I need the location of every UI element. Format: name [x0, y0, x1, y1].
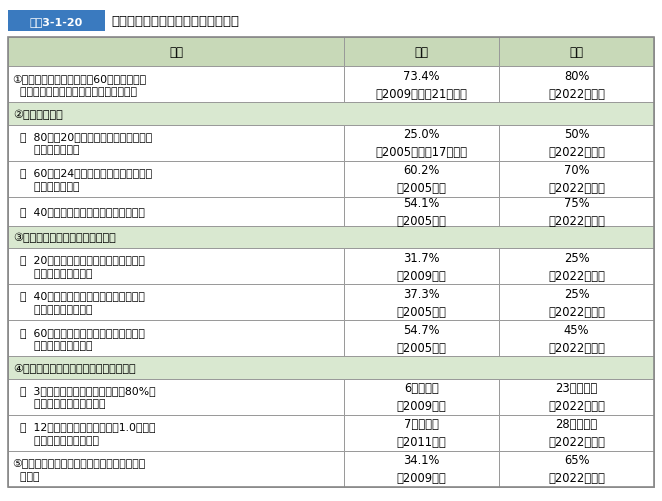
- Text: 目標: 目標: [569, 46, 583, 59]
- Text: イ  40歳代における進行した歯周炎を有
      する者の割合の減少: イ 40歳代における進行した歯周炎を有 する者の割合の減少: [13, 291, 144, 315]
- Bar: [499, 197, 654, 226]
- Bar: [8, 38, 654, 487]
- Text: 7都道府県
（2011年）: 7都道府県 （2011年）: [397, 417, 446, 448]
- Bar: [499, 285, 654, 321]
- Bar: [344, 451, 499, 487]
- Bar: [344, 248, 499, 285]
- Bar: [8, 197, 344, 226]
- Bar: [8, 285, 344, 321]
- Text: 31.7%
（2009年）: 31.7% （2009年）: [397, 251, 446, 282]
- Text: 歯・口腔の健康の改善に関する目標: 歯・口腔の健康の改善に関する目標: [111, 15, 239, 28]
- Text: 50%
（2022年度）: 50% （2022年度）: [548, 128, 605, 159]
- Bar: [8, 248, 344, 285]
- Bar: [499, 161, 654, 197]
- Text: ①口腔機能の維持・向上（60歳代における
  咀嚼（そしゃく）良好者の割合の増加）: ①口腔機能の維持・向上（60歳代における 咀嚼（そしゃく）良好者の割合の増加）: [13, 73, 147, 97]
- Bar: [8, 226, 654, 248]
- Text: 70%
（2022年度）: 70% （2022年度）: [548, 164, 605, 195]
- Bar: [8, 357, 654, 379]
- Bar: [8, 161, 344, 197]
- Text: 項目: 項目: [169, 46, 183, 59]
- Text: ウ  40歳で喪失歯のない者の割合の増加: ウ 40歳で喪失歯のない者の割合の増加: [13, 207, 144, 217]
- Bar: [8, 38, 344, 67]
- Text: 23都道府県
（2022年度）: 23都道府県 （2022年度）: [548, 381, 605, 412]
- Bar: [344, 67, 499, 103]
- Text: 54.7%
（2005年）: 54.7% （2005年）: [397, 323, 446, 354]
- Text: 34.1%
（2009年）: 34.1% （2009年）: [397, 453, 446, 484]
- Bar: [344, 285, 499, 321]
- Text: ③歯周病を有する者の割合の減少: ③歯周病を有する者の割合の減少: [13, 232, 116, 242]
- Text: 25%
（2022年度）: 25% （2022年度）: [548, 251, 605, 282]
- Text: 65%
（2022年度）: 65% （2022年度）: [548, 453, 605, 484]
- Bar: [344, 321, 499, 357]
- Bar: [8, 321, 344, 357]
- Text: 80%
（2022年度）: 80% （2022年度）: [548, 70, 605, 101]
- Text: 73.4%
（2009（平成21）年）: 73.4% （2009（平成21）年）: [375, 70, 467, 101]
- Text: 28都道府県
（2022年度）: 28都道府県 （2022年度）: [548, 417, 605, 448]
- Bar: [499, 321, 654, 357]
- Text: 37.3%
（2005年）: 37.3% （2005年）: [397, 287, 446, 318]
- Bar: [8, 379, 344, 415]
- Bar: [499, 379, 654, 415]
- Bar: [344, 197, 499, 226]
- Bar: [499, 125, 654, 161]
- Bar: [499, 67, 654, 103]
- Text: 図表3-1-20: 図表3-1-20: [30, 17, 83, 27]
- Text: 25.0%
（2005（平成17）年）: 25.0% （2005（平成17）年）: [375, 128, 467, 159]
- Text: ア  3歳児でう蝕がない者の割合が80%以
      上である都道府県の増加: ア 3歳児でう蝕がない者の割合が80%以 上である都道府県の増加: [13, 385, 155, 409]
- Text: 75%
（2022年度）: 75% （2022年度）: [548, 196, 605, 227]
- Text: イ  60歳で24歯以上の自分の歯を有する
      者の割合の増加: イ 60歳で24歯以上の自分の歯を有する 者の割合の増加: [13, 167, 152, 191]
- Text: イ  12歳児の一人平均う歯数が1.0歯未満
      である都道府県の増加: イ 12歳児の一人平均う歯数が1.0歯未満 である都道府県の増加: [13, 421, 155, 445]
- Text: 現状: 現状: [414, 46, 428, 59]
- Text: ウ  60歳代における進行した歯周炎を有
      する者の割合の減少: ウ 60歳代における進行した歯周炎を有 する者の割合の減少: [13, 327, 144, 351]
- Bar: [344, 379, 499, 415]
- Bar: [8, 415, 344, 451]
- Text: 6都道府県
（2009年）: 6都道府県 （2009年）: [397, 381, 446, 412]
- Text: ⑤過去１年間に歯科検診を受診した者の割合
  の増加: ⑤過去１年間に歯科検診を受診した者の割合 の増加: [13, 457, 146, 481]
- Bar: [8, 67, 344, 103]
- Bar: [8, 451, 344, 487]
- Bar: [499, 451, 654, 487]
- Bar: [499, 415, 654, 451]
- Bar: [8, 125, 344, 161]
- Text: 25%
（2022年度）: 25% （2022年度）: [548, 287, 605, 318]
- Bar: [344, 38, 499, 67]
- Text: 54.1%
（2005年）: 54.1% （2005年）: [397, 196, 446, 227]
- Bar: [344, 161, 499, 197]
- Bar: [344, 415, 499, 451]
- Text: 45%
（2022年度）: 45% （2022年度）: [548, 323, 605, 354]
- Bar: [8, 103, 654, 125]
- Text: ア  20歳代における歯肉に炎症所見を有
      する者の割合の減少: ア 20歳代における歯肉に炎症所見を有 する者の割合の減少: [13, 255, 144, 279]
- Text: ②歯の喪失防止: ②歯の喪失防止: [13, 109, 63, 119]
- Text: ア  80歳で20歯以上の自分の歯を有する
      者の割合の増加: ア 80歳で20歯以上の自分の歯を有する 者の割合の増加: [13, 131, 152, 155]
- Bar: [499, 248, 654, 285]
- Bar: [344, 125, 499, 161]
- Bar: [499, 38, 654, 67]
- Text: ④乳幼児・学齢期のう蝕のない者の増加: ④乳幼児・学齢期のう蝕のない者の増加: [13, 363, 136, 373]
- Bar: [8, 11, 105, 32]
- Text: 60.2%
（2005年）: 60.2% （2005年）: [397, 164, 446, 195]
